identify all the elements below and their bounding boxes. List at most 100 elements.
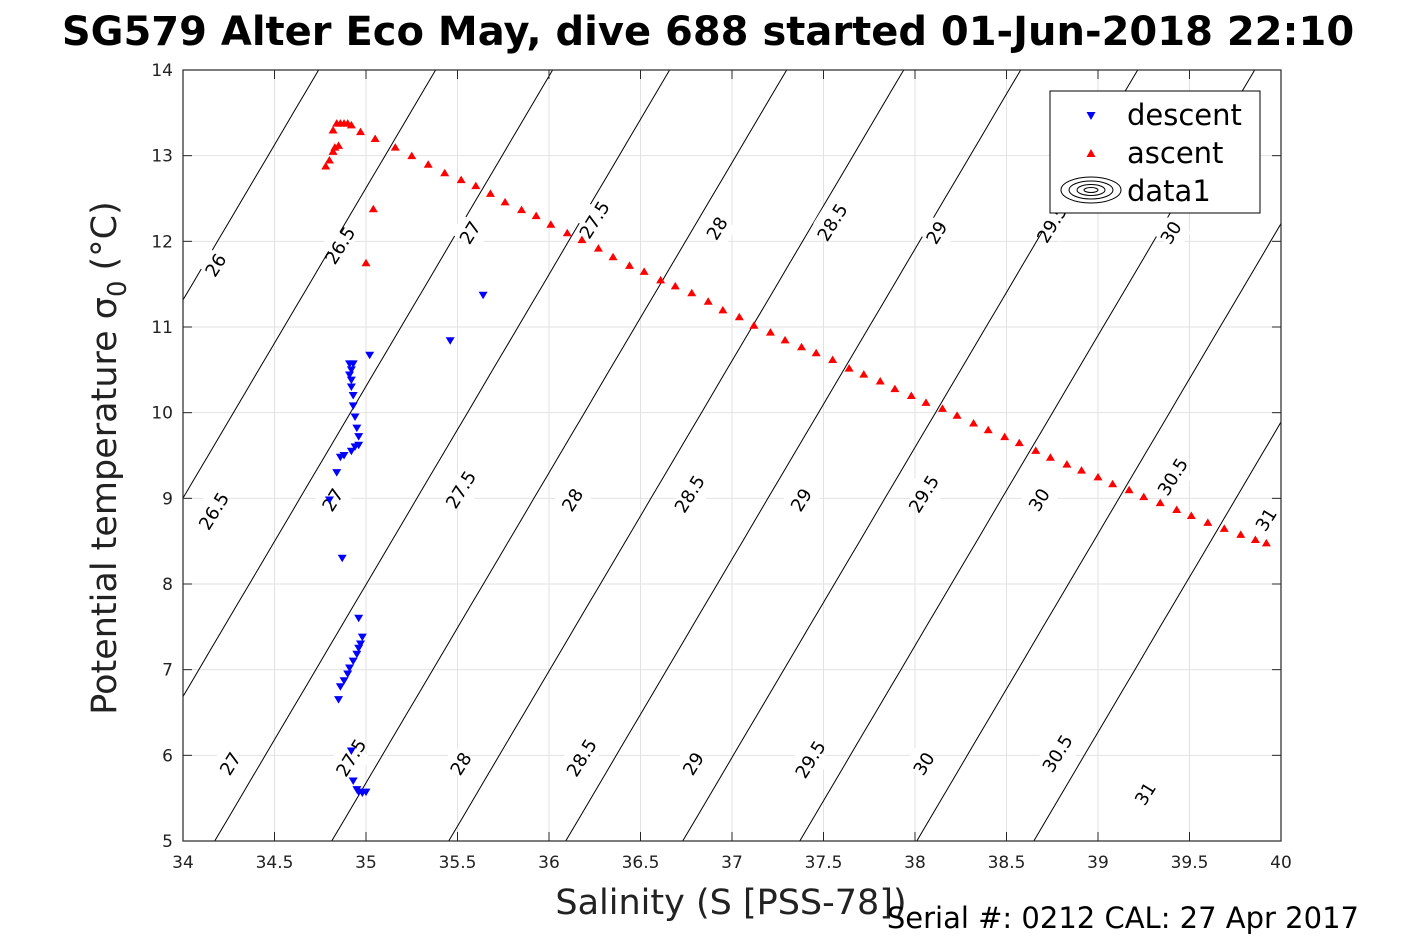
isopycnal-31: [1033, 421, 1281, 841]
descent-point: [346, 447, 356, 456]
descent-point: [346, 376, 356, 385]
descent-point: [335, 683, 345, 691]
ascent-point: [1108, 479, 1118, 488]
ascent-point: [370, 134, 380, 143]
ascent-point: [1124, 485, 1134, 494]
ascent-point: [1203, 518, 1213, 526]
descent-point: [334, 696, 344, 704]
isopycnal-28.5: [448, 70, 905, 841]
y-axis-title-unit: (°C): [85, 201, 125, 270]
ascent-point: [811, 348, 821, 357]
x-tick-label: 34: [172, 853, 194, 873]
descent-point: [339, 677, 349, 685]
descent-point: [324, 496, 334, 505]
chart-title: SG579 Alter Eco May, dive 688 started 01…: [62, 9, 1354, 55]
isopycnal-30.5: [916, 222, 1281, 841]
descent-point: [348, 777, 358, 786]
contour-label-bg: [1126, 776, 1165, 812]
ascent-point: [1186, 511, 1196, 519]
legend-descent-label: descent: [1127, 98, 1242, 132]
ascent-point: [577, 235, 587, 244]
ascent-point: [687, 288, 697, 297]
x-tick-label: 36: [538, 853, 560, 873]
contour-label-bg: [196, 247, 236, 284]
contour-label-bg: [782, 482, 821, 518]
ascent-point: [324, 155, 334, 164]
contour-label-bg: [441, 471, 481, 508]
y-tick-label: 13: [151, 147, 173, 167]
legend-descent-marker: [1086, 112, 1096, 120]
contour-label-bg: [1020, 482, 1059, 518]
descent-point: [335, 453, 345, 462]
descent-point: [357, 633, 367, 642]
contour-label-bg: [441, 746, 481, 782]
ascent-point: [1045, 453, 1055, 461]
ascent-point: [1250, 535, 1260, 543]
contour-label-bg: [1151, 214, 1191, 251]
descent-point: [478, 291, 488, 300]
ascent-point: [608, 252, 618, 261]
x-tick-label: 37: [721, 853, 743, 873]
ascent-point: [456, 175, 466, 184]
ascent-point: [921, 398, 931, 406]
x-tick-label: 39: [1087, 853, 1109, 873]
descent-point: [354, 644, 364, 653]
ascent-point: [983, 425, 993, 434]
ascent-point: [1236, 530, 1246, 538]
ascent-point: [670, 281, 680, 290]
ascent-point: [546, 220, 556, 228]
ascent-point: [390, 143, 400, 151]
descent-point: [345, 664, 355, 672]
legend-ascent-marker: [1086, 149, 1096, 157]
isopycnal-27: [183, 70, 554, 698]
y-axis-title: Potential temperature σ0 (°C): [85, 201, 133, 715]
ascent-point: [1172, 505, 1182, 513]
ascent-point: [562, 228, 572, 237]
contour-label-bg: [331, 740, 371, 776]
ascent-point: [749, 321, 759, 329]
contour-label-bg: [194, 493, 234, 529]
y-tick-label: 14: [151, 61, 173, 81]
ascent-point: [334, 141, 344, 149]
descent-point: [345, 371, 355, 379]
ascent-point: [368, 204, 378, 213]
contour-label-bg: [904, 746, 944, 782]
descent-point: [348, 392, 358, 400]
ascent-point: [844, 364, 854, 372]
descent-point: [346, 383, 356, 391]
contour-label-bg: [1153, 459, 1193, 495]
ascent-point: [952, 411, 962, 419]
serial-cal-footer: Serial #: 0212 CAL: 27 Apr 2017: [887, 901, 1359, 935]
contour-label-bg: [697, 210, 737, 247]
ascent-point: [703, 297, 713, 305]
ascent-point: [1219, 524, 1229, 532]
descent-point: [365, 351, 375, 360]
ascent-point: [440, 168, 450, 177]
ascent-point: [500, 197, 510, 206]
data-points: [321, 119, 1271, 798]
ascent-point: [625, 261, 635, 269]
contour-label-bg: [211, 746, 250, 782]
ascent-point: [797, 342, 807, 351]
y-tick-label: 11: [151, 318, 173, 338]
descent-point: [361, 788, 371, 797]
contour-label-bg: [904, 476, 944, 512]
x-tick-label: 35: [355, 853, 377, 873]
y-tick-label: 6: [162, 746, 173, 766]
contour-label-bg: [1246, 501, 1286, 538]
y-tick-label: 8: [162, 575, 173, 595]
ascent-point: [423, 160, 433, 168]
ascent-point: [517, 205, 527, 214]
y-tick-label: 5: [162, 832, 173, 852]
ascent-point: [485, 189, 495, 197]
y-tick-label: 10: [151, 404, 173, 424]
descent-point: [352, 424, 362, 433]
ascent-point: [656, 275, 666, 284]
descent-point: [350, 443, 360, 451]
descent-point: [354, 433, 364, 441]
ascent-point: [1031, 446, 1041, 454]
x-tick-label: 38.5: [988, 853, 1026, 873]
legend-ascent-label: ascent: [1127, 136, 1223, 170]
descent-point: [356, 640, 366, 648]
